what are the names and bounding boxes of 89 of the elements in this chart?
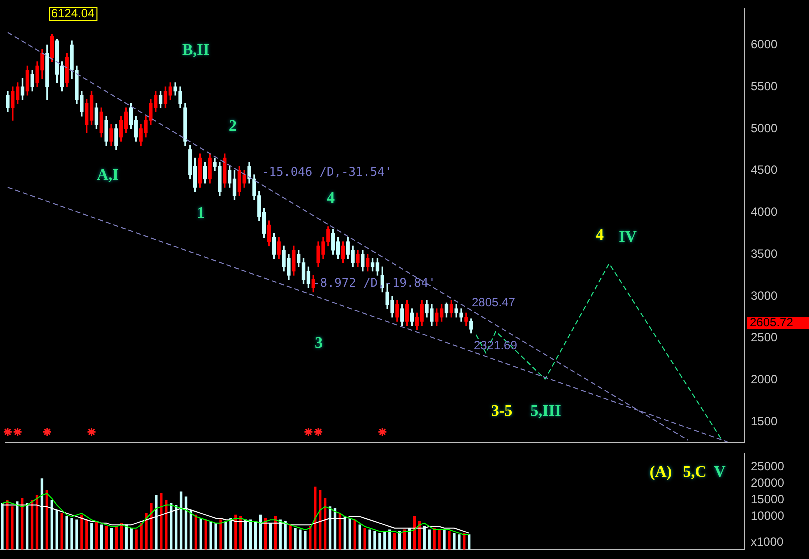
- bar: [448, 531, 451, 550]
- annotation: 4: [596, 227, 604, 244]
- bar: [16, 502, 19, 550]
- bar: [443, 530, 446, 550]
- y-tick-label: 3000: [751, 288, 778, 303]
- bar: [76, 520, 78, 550]
- annotation: 2: [229, 118, 237, 136]
- bar: [180, 492, 183, 550]
- bar: [184, 496, 188, 550]
- bar: [140, 523, 143, 550]
- y-tick-label: 10000: [751, 509, 785, 524]
- bar: [1, 503, 4, 550]
- bar: [70, 518, 74, 550]
- bar: [299, 530, 302, 550]
- y-tick-label: 3500: [751, 246, 778, 261]
- annotation: A,I: [97, 167, 119, 184]
- bar: [155, 495, 158, 550]
- annotation: 6124.04: [51, 6, 96, 20]
- bar: [428, 530, 431, 550]
- bar: [364, 528, 366, 550]
- bar: [6, 500, 9, 550]
- bar: [269, 523, 272, 550]
- annotation: V: [714, 464, 726, 482]
- bar: [66, 516, 68, 550]
- bar: [26, 503, 29, 550]
- bar: [358, 524, 362, 550]
- y-tick-label: 1500: [751, 414, 778, 428]
- bar: [115, 526, 118, 550]
- y-tick-label: 6000: [751, 38, 778, 52]
- annotation: 5,C: [683, 464, 707, 482]
- bar: [90, 523, 94, 550]
- bar: [210, 521, 212, 550]
- y-tick-label: 25000: [751, 460, 785, 474]
- bar: [453, 532, 456, 550]
- bar: [374, 531, 376, 550]
- bar: [348, 518, 352, 550]
- y-tick-label: 4500: [751, 163, 778, 178]
- bar: [230, 518, 232, 550]
- y-tick-label: 20000: [751, 476, 785, 490]
- bar: [135, 530, 138, 550]
- bar: [224, 521, 228, 550]
- y-tick-label: 15000: [751, 492, 785, 507]
- annotation: 4: [327, 190, 335, 208]
- annotation: B,II: [182, 42, 210, 60]
- y-tick-label: 2500: [751, 330, 778, 345]
- y-tick-label: 4000: [751, 205, 778, 220]
- bar: [458, 534, 461, 550]
- annotation: (A): [650, 464, 672, 482]
- annotation: 3-5: [491, 403, 513, 420]
- bar: [110, 528, 114, 550]
- bar: [36, 495, 39, 550]
- bar: [46, 490, 49, 550]
- y-axis-title: x1000: [751, 535, 784, 550]
- bar: [150, 503, 153, 550]
- y-tick-label: 5500: [751, 79, 778, 94]
- y-tick-label: 2000: [751, 372, 778, 387]
- bar: [105, 526, 108, 550]
- annotation: 3: [315, 335, 323, 352]
- bar: [194, 514, 198, 550]
- bar: [214, 523, 218, 550]
- bar: [160, 493, 163, 550]
- bar: [289, 524, 292, 550]
- bar: [394, 532, 396, 550]
- bar: [438, 530, 441, 550]
- bar: [304, 531, 307, 550]
- bar: [220, 520, 222, 550]
- bar: [50, 500, 54, 550]
- bar: [86, 520, 88, 550]
- bar: [100, 524, 104, 550]
- annotation: 5,III: [530, 403, 562, 420]
- bar: [80, 514, 84, 550]
- annotation: 1: [197, 205, 205, 222]
- bar: [319, 490, 322, 550]
- bar: [378, 532, 382, 550]
- annotation: -15.046 /D,-31.54': [262, 165, 392, 180]
- bar: [204, 520, 208, 550]
- bar: [145, 513, 148, 550]
- bar: [60, 513, 64, 550]
- bar: [11, 506, 14, 550]
- bar: [56, 510, 58, 550]
- bar: [40, 478, 44, 550]
- bar: [368, 530, 372, 550]
- bar: [200, 518, 202, 550]
- bar: [294, 528, 297, 550]
- annotation: IV: [619, 229, 638, 246]
- text: 2605.72: [750, 315, 794, 330]
- y-tick-label: 5000: [751, 121, 778, 136]
- annotation: 2805.47: [472, 295, 516, 310]
- bar: [354, 520, 356, 550]
